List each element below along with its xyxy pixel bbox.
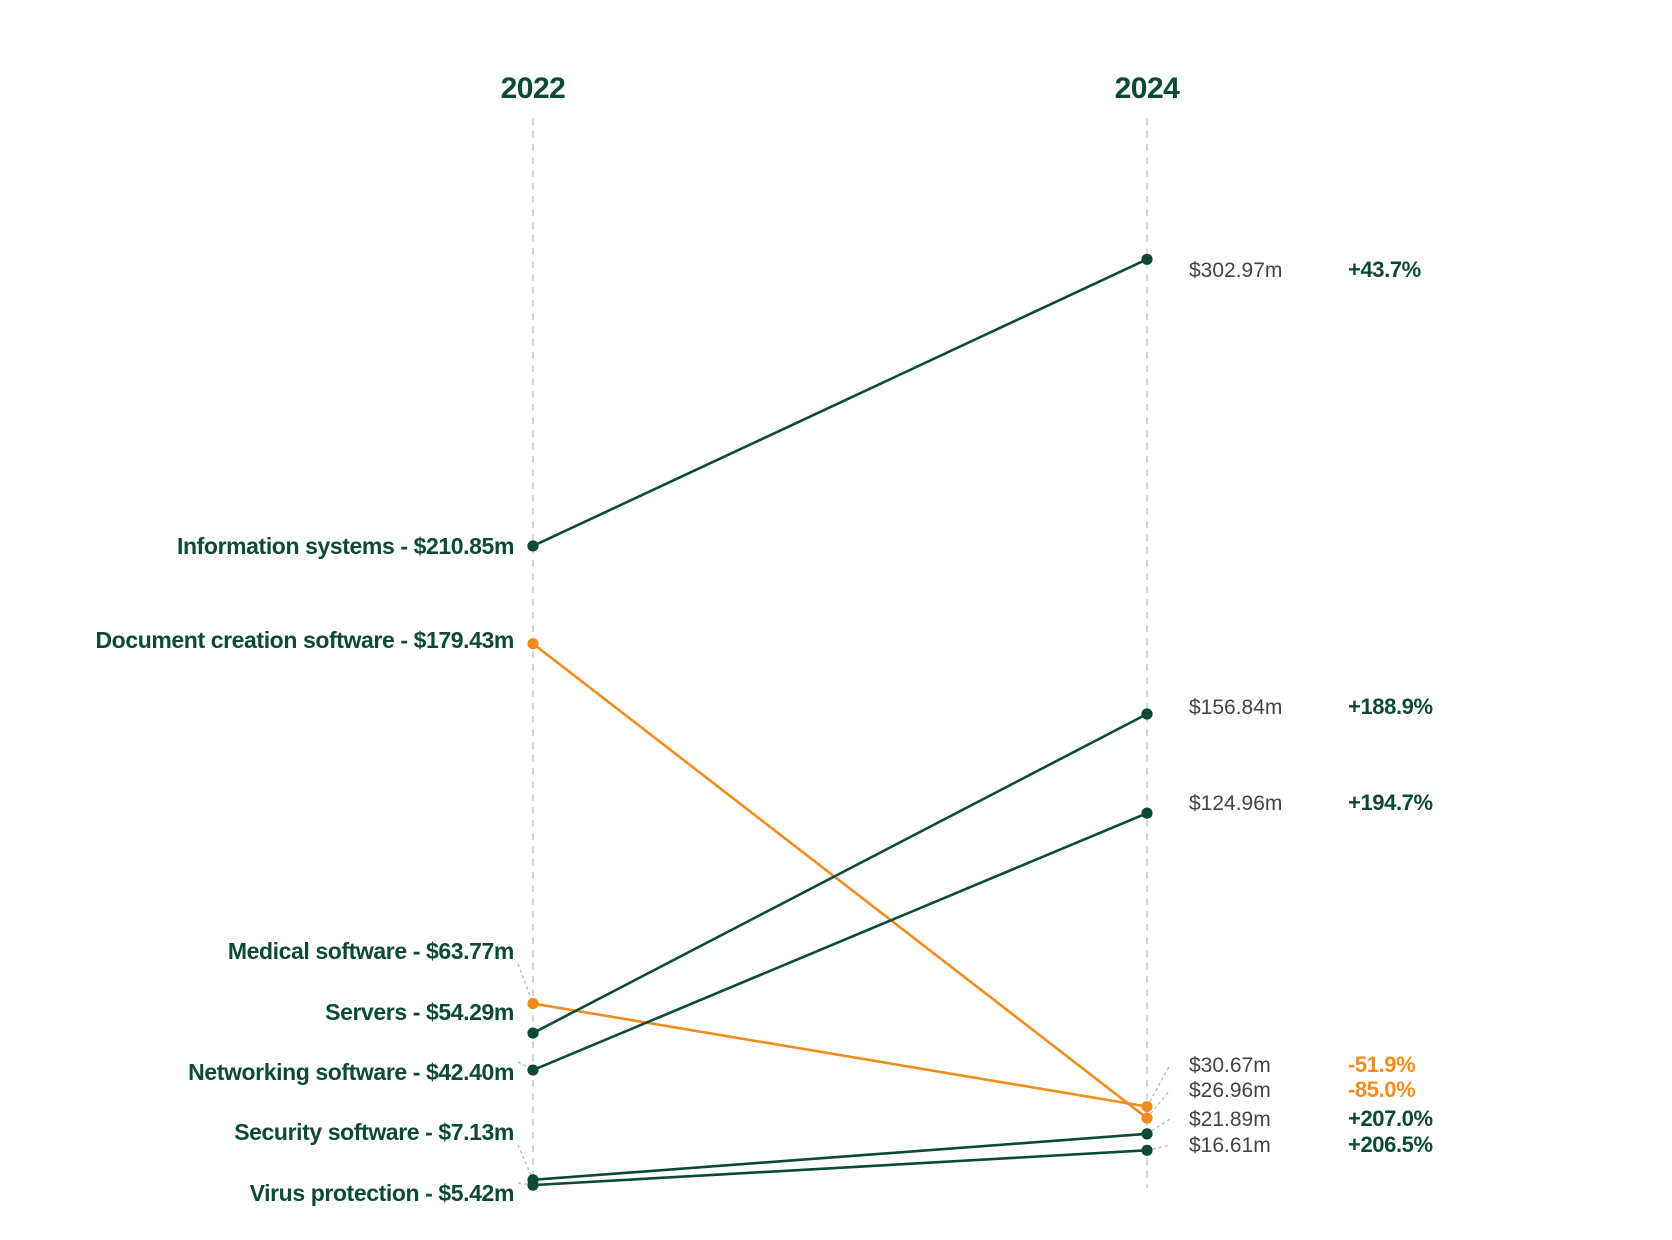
change-label-networking-software: +194.7%	[1348, 790, 1433, 815]
change-label-security-software: +207.0%	[1348, 1106, 1433, 1131]
label-2022-document-creation-software: Document creation software - $179.43m	[95, 627, 514, 653]
dot-2022-servers	[527, 1027, 539, 1039]
slope-line-servers	[531, 712, 1149, 1035]
dot-2022-medical-software	[527, 997, 539, 1010]
year-header-2022: 2022	[501, 72, 566, 105]
dot-2024-virus-protection	[1141, 1144, 1153, 1156]
slope-line-information-systems	[531, 258, 1149, 548]
change-label-medical-software: -51.9%	[1348, 1052, 1415, 1077]
leader-2024-medical-software	[1146, 1064, 1171, 1107]
slope-line-medical-software	[531, 1002, 1149, 1108]
leader-2024-virus-protection	[1146, 1144, 1171, 1151]
slope-line-document-creation-software	[531, 642, 1149, 1120]
value-2024-networking-software: $124.96m	[1189, 792, 1282, 815]
value-2024-security-software: $21.89m	[1189, 1108, 1271, 1131]
label-2022-virus-protection: Virus protection - $5.42m	[250, 1180, 514, 1206]
label-2022-servers: Servers - $54.29m	[325, 999, 514, 1025]
slope-line-security-software	[531, 1132, 1149, 1182]
dot-2022-virus-protection	[527, 1179, 539, 1191]
label-2022-information-systems: Information systems - $210.85m	[177, 533, 514, 559]
slope-line-networking-software	[531, 811, 1149, 1072]
leader-2022-medical-software	[517, 963, 534, 1004]
dot-2024-security-software	[1141, 1128, 1153, 1140]
dot-2024-information-systems	[1141, 253, 1153, 265]
dot-2024-networking-software	[1141, 807, 1153, 819]
change-label-document-creation-software: -85.0%	[1348, 1077, 1415, 1102]
dot-2022-networking-software	[527, 1064, 539, 1076]
value-2024-medical-software: $30.67m	[1189, 1054, 1271, 1077]
dot-2024-medical-software	[1141, 1100, 1153, 1113]
dot-2024-document-creation-software	[1141, 1112, 1153, 1124]
label-2022-medical-software: Medical software - $63.77m	[228, 938, 514, 964]
leader-2022-security-software	[517, 1144, 534, 1181]
leader-2024-security-software	[1146, 1118, 1171, 1135]
change-label-virus-protection: +206.5%	[1348, 1132, 1433, 1157]
year-header-2024: 2024	[1115, 72, 1181, 105]
value-2024-document-creation-software: $26.96m	[1189, 1079, 1271, 1102]
label-2022-networking-software: Networking software - $42.40m	[188, 1059, 514, 1085]
label-2022-security-software: Security software - $7.13m	[234, 1119, 514, 1145]
dot-2024-servers	[1141, 708, 1153, 720]
value-2024-virus-protection: $16.61m	[1189, 1134, 1271, 1157]
leader-2024-document-creation-software	[1146, 1089, 1171, 1119]
change-label-servers: +188.9%	[1348, 694, 1433, 719]
dot-2022-document-creation-software	[527, 638, 539, 650]
value-2024-servers: $156.84m	[1189, 696, 1282, 719]
slope-line-virus-protection	[531, 1149, 1149, 1187]
change-label-information-systems: +43.7%	[1348, 257, 1421, 282]
value-2024-information-systems: $302.97m	[1189, 259, 1282, 282]
dot-2022-information-systems	[527, 540, 539, 552]
